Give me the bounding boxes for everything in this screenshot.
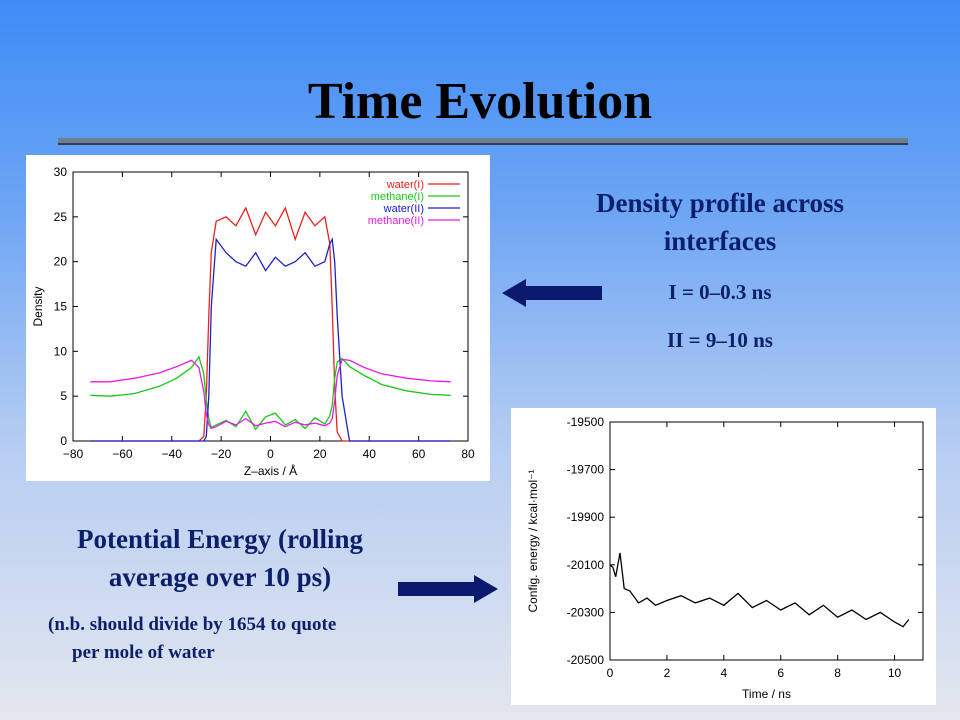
title-underline — [58, 138, 908, 145]
x-axis-label: Z–axis / Å — [244, 463, 297, 478]
density-heading: Density profile across interfaces — [596, 188, 844, 256]
legend-label: water(I) — [386, 179, 424, 191]
y-tick-label: 20 — [54, 255, 68, 269]
energy-chart-panel: 0 2 4 6 8 10 -20500 -20300 -20100 -19900 -19700 -19… — [511, 408, 936, 705]
y-tick-label: 0 — [60, 434, 67, 448]
x-tick-label: −40 — [162, 447, 183, 461]
x-tick-label: −20 — [211, 447, 232, 461]
y-tick-label: -20500 — [567, 653, 605, 667]
y-tick-label: -19900 — [567, 510, 605, 524]
series-line — [609, 552, 910, 628]
series-line — [90, 237, 451, 442]
y-tick-label: 25 — [54, 210, 68, 224]
x-tick-label: 0 — [267, 447, 274, 461]
y-axis-label: Density — [31, 286, 45, 326]
x-tick-label: −80 — [63, 447, 84, 461]
legend-label: methane(I) — [371, 191, 424, 203]
right-arrow-icon — [398, 575, 498, 603]
x-tick-label: 60 — [412, 447, 426, 461]
x-tick-label: −60 — [112, 447, 133, 461]
y-tick-label: -20300 — [567, 605, 605, 619]
density-period-1: I = 0–0.3 ns — [668, 280, 772, 304]
series-line — [90, 358, 451, 430]
x-tick-label: 2 — [664, 666, 671, 680]
y-tick-label: -20100 — [567, 558, 605, 572]
slide-title: Time Evolution — [307, 73, 653, 130]
series-line — [90, 206, 451, 442]
y-axis-label: Config. energy / kcal·mol⁻¹ — [526, 469, 540, 612]
x-tick-label: 40 — [363, 447, 377, 461]
energy-note-line-2: per mole of water — [72, 642, 215, 663]
plot-frame — [609, 421, 924, 661]
y-tick-label: -19500 — [567, 415, 605, 429]
x-tick-label: 0 — [607, 666, 614, 680]
density-chart-panel: −80 −60 −40 −20 0 20 40 60 80 0 5 10 15 20 25 30 Z–axis … — [26, 155, 490, 481]
y-tick-label: 10 — [54, 344, 68, 358]
energy-note-line-1: (n.b. should divide by 1654 to quote — [48, 614, 337, 635]
y-tick-label: -19700 — [567, 463, 605, 477]
x-tick-label: 4 — [720, 666, 727, 680]
left-arrow-icon — [502, 279, 602, 307]
x-tick-label: 8 — [834, 666, 841, 680]
x-tick-label: 80 — [461, 447, 475, 461]
x-tick-label: 10 — [888, 666, 902, 680]
energy-heading: Potential Energy (rolling average over 1… — [77, 524, 363, 592]
y-tick-label: 5 — [60, 389, 67, 403]
y-tick-label: 15 — [54, 300, 68, 314]
legend-label: methane(II) — [368, 215, 424, 227]
legend-label: water(II) — [383, 203, 424, 215]
series-line — [90, 355, 451, 431]
x-tick-label: 6 — [777, 666, 784, 680]
density-period-2: II = 9–10 ns — [667, 328, 773, 352]
density-chart: −80 −60 −40 −20 0 20 40 60 80 0 5 10 15 20 25 30 Z–axis … — [31, 165, 475, 478]
x-tick-label: 20 — [313, 447, 327, 461]
energy-chart: 0 2 4 6 8 10 -20500 -20300 -20100 -19900 -19700 -19… — [526, 415, 924, 701]
energy-note: (n.b. should divide by 1654 to quote per… — [48, 611, 428, 667]
y-tick-label: 30 — [54, 165, 68, 179]
x-axis-label: Time / ns — [742, 687, 791, 701]
